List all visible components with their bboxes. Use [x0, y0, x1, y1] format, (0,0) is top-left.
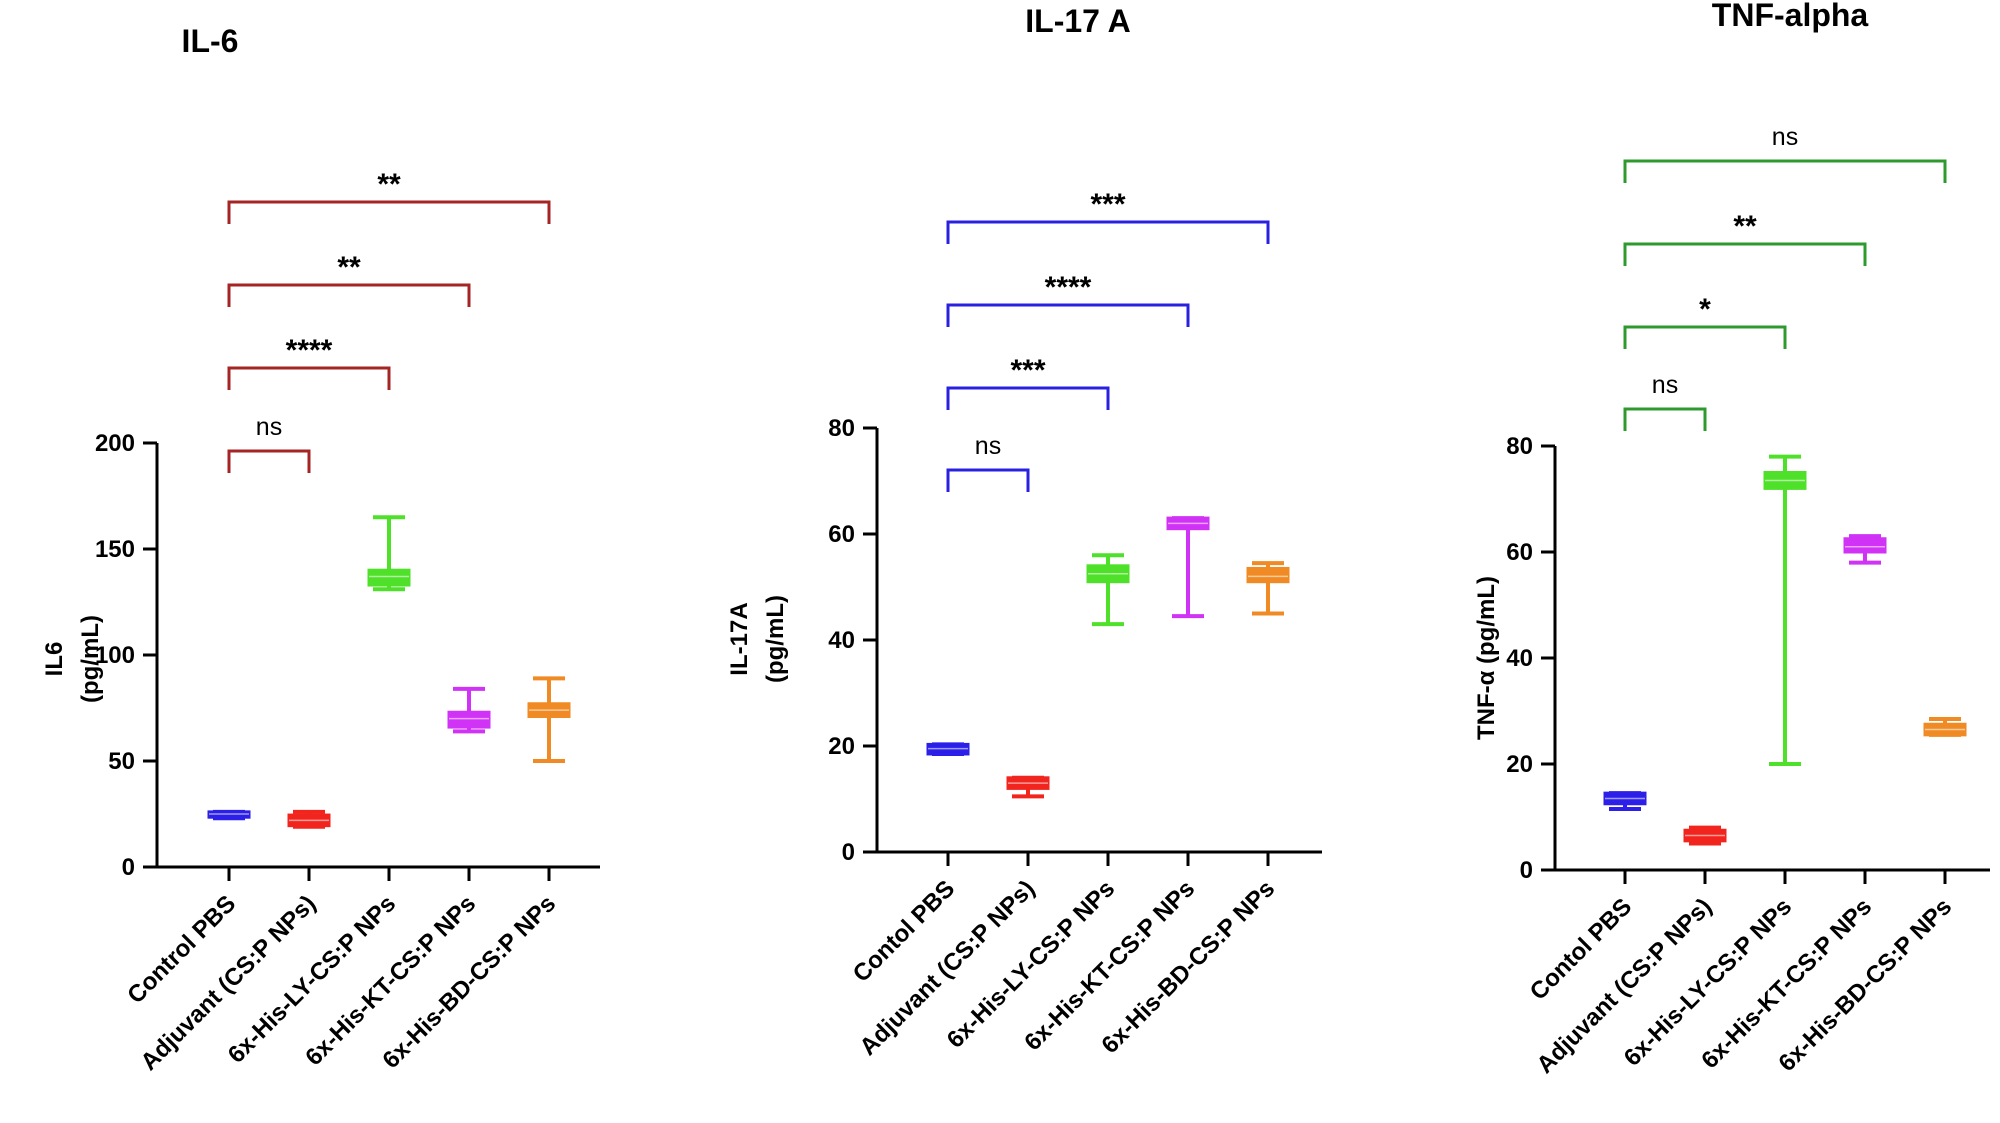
- box-plot-1: [1603, 791, 1647, 812]
- y-tick-label: 0: [122, 854, 135, 881]
- significance-label: *: [1699, 293, 1711, 326]
- y-tick-label: 60: [828, 521, 855, 548]
- box-plot-4: [447, 686, 491, 734]
- box-plot-2: [1006, 775, 1050, 799]
- box-plot-3: [1086, 553, 1130, 627]
- y-axis-label: IL6: [41, 642, 68, 677]
- panel-title: IL-6: [182, 23, 239, 59]
- y-tick-label: 0: [1520, 857, 1533, 884]
- y-tick-label: 0: [842, 839, 855, 866]
- y-tick-label: 100: [95, 642, 135, 669]
- y-axis-label: TNF-α (pg/mL): [1473, 576, 1500, 740]
- y-tick-label: 40: [1506, 645, 1533, 672]
- significance-label: ***: [1090, 188, 1125, 221]
- significance-bracket: [1623, 159, 1947, 183]
- box: [367, 568, 411, 587]
- y-tick-label: 200: [95, 430, 135, 457]
- box-plot-4: [1843, 534, 1887, 565]
- significance-label: **: [377, 168, 401, 201]
- y-tick-label: 50: [108, 748, 135, 775]
- box-plot-5: [1246, 561, 1290, 616]
- y-tick-label: 80: [1506, 433, 1533, 460]
- significance-label: ****: [1045, 271, 1092, 304]
- y-tick-label: 60: [1506, 539, 1533, 566]
- significance-bracket: [227, 366, 391, 390]
- y-tick-label: 40: [828, 627, 855, 654]
- significance-bracket: [227, 200, 551, 224]
- y-tick-label: 20: [828, 733, 855, 760]
- box-plot-5: [527, 676, 571, 763]
- box-plot-1: [926, 742, 970, 756]
- box: [1246, 566, 1290, 584]
- box-plot-4: [1166, 516, 1210, 619]
- significance-bracket: [946, 468, 1030, 492]
- box-plot-2: [287, 809, 331, 829]
- significance-label: ns: [975, 432, 1001, 460]
- significance-bracket: [1623, 325, 1787, 349]
- y-tick-label: 150: [95, 536, 135, 563]
- significance-bracket: [227, 449, 311, 473]
- y-tick-label: 80: [828, 415, 855, 442]
- y-axis-label: (pg/mL): [762, 595, 789, 683]
- significance-label: ns: [1652, 371, 1678, 399]
- significance-bracket: [946, 386, 1110, 410]
- significance-label: **: [337, 251, 361, 284]
- significance-label: **: [1733, 210, 1757, 243]
- significance-bracket: [946, 220, 1270, 244]
- significance-label: ***: [1010, 354, 1045, 387]
- panel-title: IL-17 A: [1025, 3, 1131, 39]
- y-axis-label: IL-17A: [726, 602, 753, 675]
- box-plot-3: [367, 515, 411, 592]
- significance-label: ns: [1772, 123, 1798, 151]
- y-axis-label: (pg/mL): [77, 615, 104, 703]
- significance-bracket: [1623, 242, 1867, 266]
- significance-label: ****: [286, 334, 333, 367]
- significance-bracket: [1623, 407, 1707, 431]
- significance-bracket: [227, 283, 471, 307]
- box: [447, 710, 491, 729]
- box: [1843, 537, 1887, 554]
- significance-bracket: [946, 303, 1190, 327]
- box-plot-2: [1683, 825, 1727, 846]
- panel-title: TNF-alpha: [1712, 0, 1869, 33]
- box-plot-3: [1763, 454, 1807, 766]
- box-plot-5: [1923, 716, 1967, 737]
- y-tick-label: 20: [1506, 751, 1533, 778]
- box-plot-1: [207, 809, 251, 821]
- significance-label: ns: [256, 413, 282, 441]
